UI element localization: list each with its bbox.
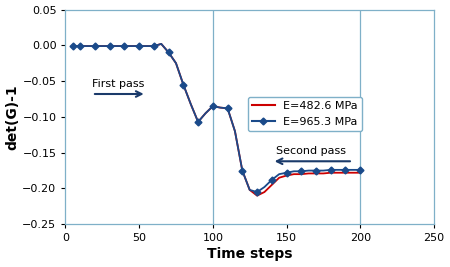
Text: Second pass: Second pass [276, 146, 346, 156]
Legend: E=482.6 MPa, E=965.3 MPa: E=482.6 MPa, E=965.3 MPa [248, 97, 363, 131]
Y-axis label: det(G)-1: det(G)-1 [5, 84, 19, 150]
X-axis label: Time steps: Time steps [207, 248, 292, 261]
Text: First pass: First pass [92, 79, 144, 89]
